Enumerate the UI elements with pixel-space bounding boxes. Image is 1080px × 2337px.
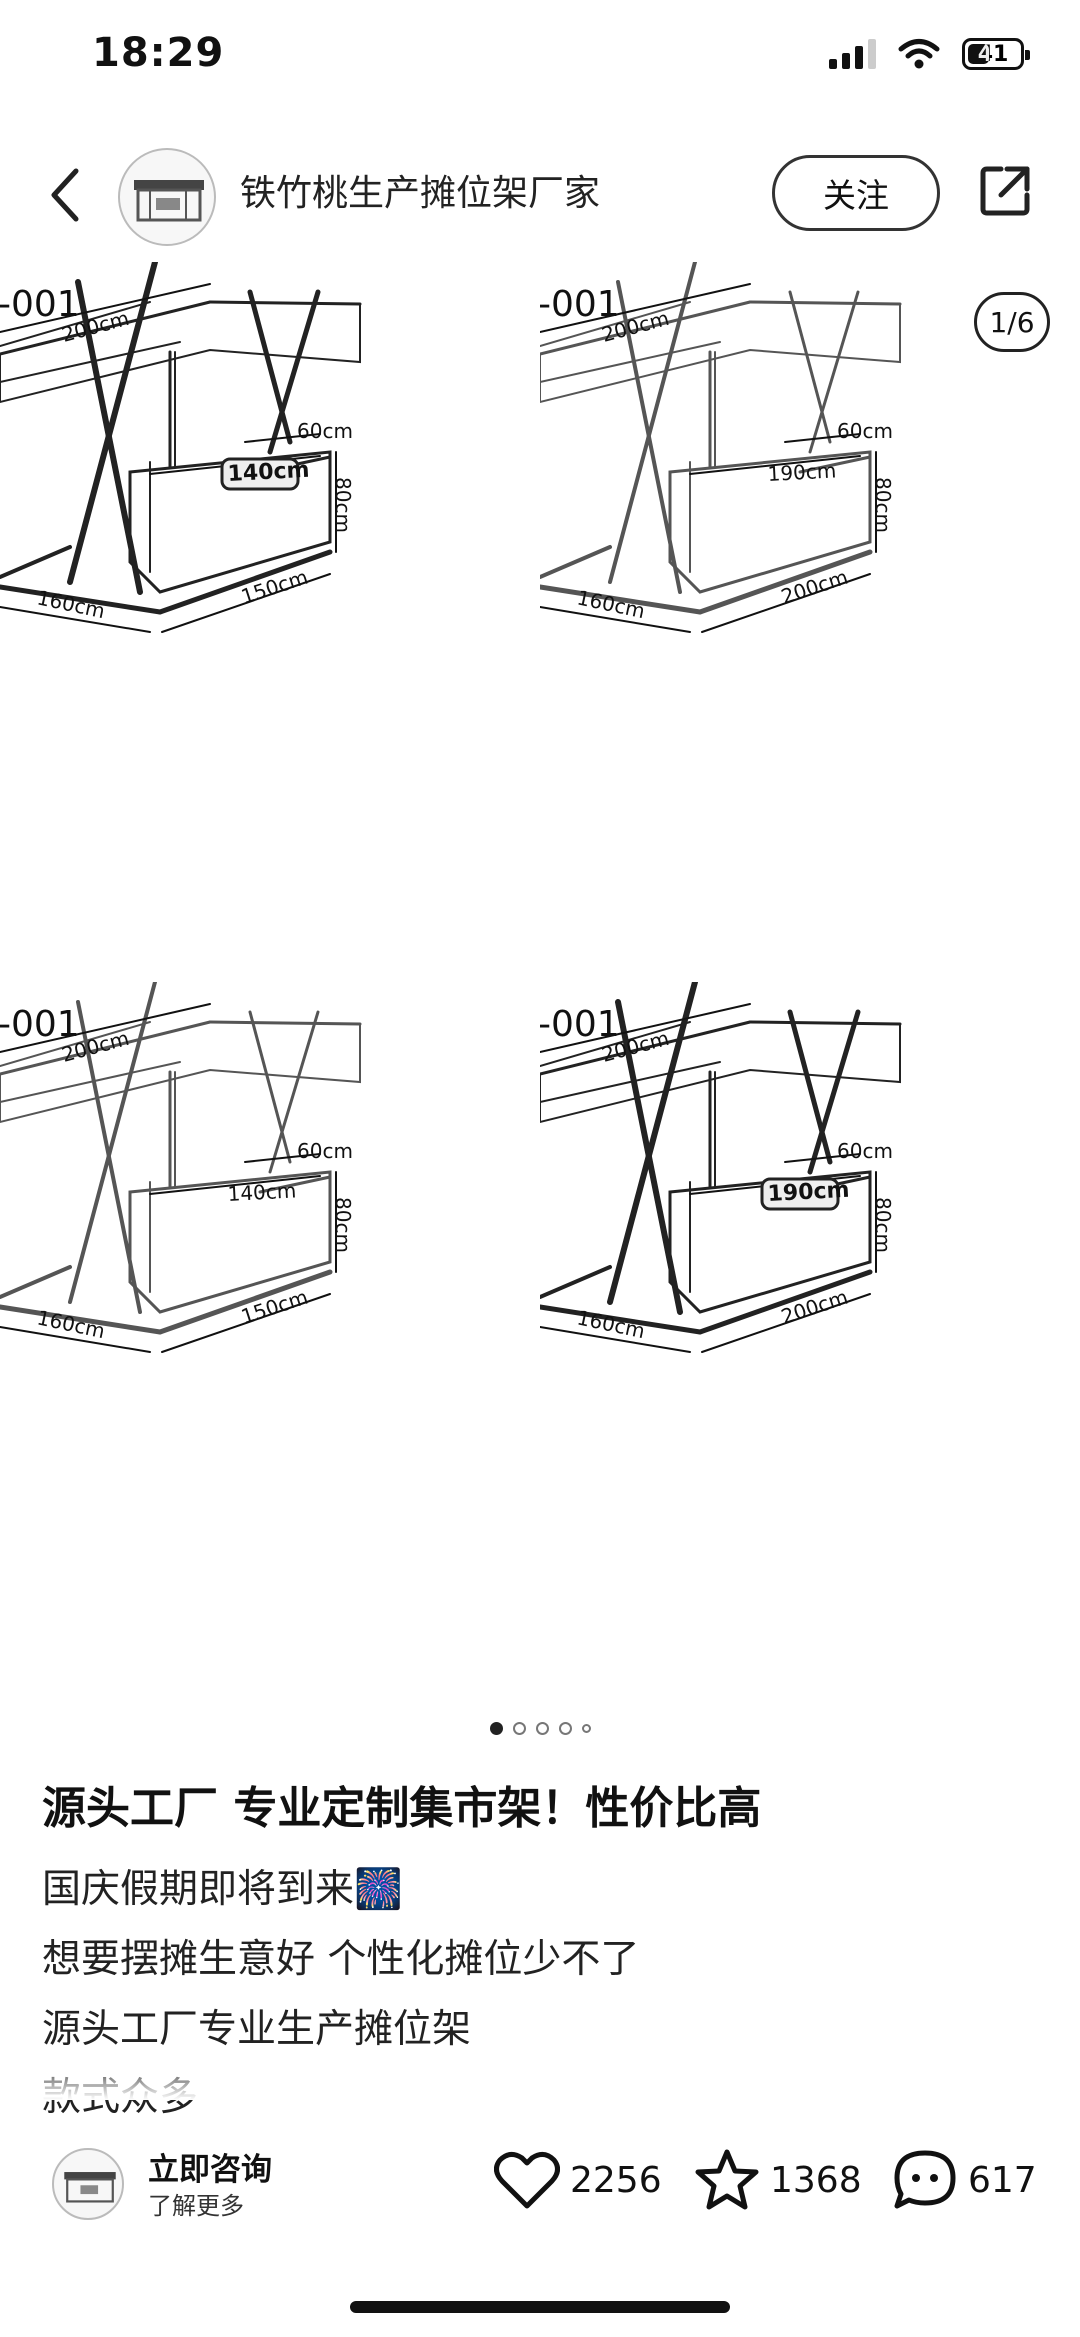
status-bar: 18:29 41 [0, 0, 1080, 120]
shop-logo-icon [64, 2172, 116, 2203]
shop-name[interactable]: 铁竹桃生产摊位架厂家 [240, 173, 601, 214]
page-counter: 1/6 [974, 292, 1050, 352]
battery-icon: 41 [962, 38, 1030, 70]
comment-icon [894, 2150, 956, 2209]
heart-icon [494, 2152, 560, 2209]
status-icons: 41 [829, 38, 1030, 70]
share-button[interactable] [972, 158, 1038, 224]
comment-button[interactable]: 617 [892, 2142, 1037, 2218]
post-line-3: 源头工厂专业生产摊位架 [42, 2007, 472, 2052]
back-button[interactable] [40, 162, 90, 228]
shop-avatar[interactable] [118, 148, 216, 246]
text-fade [0, 2060, 1080, 2100]
dimension-label: 80cm [871, 477, 895, 533]
carousel-dot [512, 1722, 526, 1735]
stall-diagram-panel: -001 200cm 60cm 190cm 80cm 160cm 200cm [540, 262, 1080, 982]
dimension-label: 160cm [35, 585, 107, 623]
header: 铁竹桃生产摊位架厂家 关注 [0, 140, 1080, 250]
home-indicator[interactable] [350, 2301, 730, 2313]
dimension-label: 60cm [297, 419, 353, 443]
consult-title: 立即咨询 [148, 2152, 272, 2188]
carousel-dot [581, 1724, 591, 1733]
post-title: 源头工厂 专业定制集市架！性价比高 [42, 1783, 762, 1834]
post-line-2: 想要摆摊生意好 个性化摊位少不了 [42, 1937, 640, 1982]
carousel-dot [535, 1722, 549, 1735]
carousel-dot [558, 1722, 572, 1735]
model-label: -001 [0, 284, 80, 325]
stall-diagram-panel: -001 200cm 60cm 140cm 80cm 160cm 150cm [0, 982, 540, 1702]
dimension-label: 80cm [871, 1197, 895, 1253]
dimension-label: 190cm [767, 1178, 850, 1207]
bottom-action-bar: 立即咨询 了解更多 2256 1368 617 [0, 2120, 1080, 2240]
dimension-label: 140cm [227, 458, 310, 487]
dimension-label: 140cm [227, 1178, 297, 1206]
dimension-label: 80cm [331, 1197, 355, 1253]
image-carousel[interactable]: -001 200cm 60cm 140cm 80cm 160cm 150cm -001 200c… [0, 262, 1080, 1702]
like-button[interactable]: 2256 [494, 2142, 662, 2218]
post-line-1: 国庆假期即将到来🎆 [42, 1867, 403, 1912]
favorite-count: 1368 [770, 2159, 862, 2201]
consult-subtitle: 了解更多 [148, 2192, 244, 2220]
dimension-label: 160cm [35, 1305, 107, 1343]
dimension-label: 160cm [575, 585, 647, 623]
back-icon [51, 168, 79, 222]
dimension-label: 80cm [331, 477, 355, 533]
dimension-label: 60cm [837, 1139, 893, 1163]
dimension-label: 60cm [297, 1139, 353, 1163]
dimension-label: 190cm [767, 458, 837, 486]
dimension-label: 160cm [575, 1305, 647, 1343]
carousel-dots [0, 1722, 1080, 1735]
comment-count: 617 [968, 2159, 1037, 2201]
star-icon [695, 2149, 759, 2210]
stall-diagram-panel: -001 200cm 60cm 190cm 80cm 160cm 200cm [540, 982, 1080, 1702]
stall-diagram-panel: -001 200cm 60cm 140cm 80cm 160cm 150cm [0, 262, 540, 982]
carousel-dot [489, 1722, 503, 1735]
model-label: -001 [540, 284, 620, 325]
battery-fill [968, 44, 989, 64]
model-label: -001 [0, 1004, 80, 1045]
favorite-button[interactable]: 1368 [694, 2142, 862, 2218]
like-count: 2256 [570, 2159, 662, 2201]
model-label: -001 [540, 1004, 620, 1045]
consult-button[interactable]: 立即咨询 了解更多 [52, 2140, 302, 2220]
consult-avatar [52, 2148, 124, 2220]
shop-logo-icon [134, 180, 204, 222]
status-time: 18:29 [92, 30, 225, 76]
battery-level: 41 [977, 41, 1009, 67]
share-icon [980, 166, 1030, 216]
wifi-icon [898, 39, 940, 69]
dimension-label: 60cm [837, 419, 893, 443]
follow-button[interactable]: 关注 [772, 155, 940, 231]
signal-icon [829, 39, 876, 69]
